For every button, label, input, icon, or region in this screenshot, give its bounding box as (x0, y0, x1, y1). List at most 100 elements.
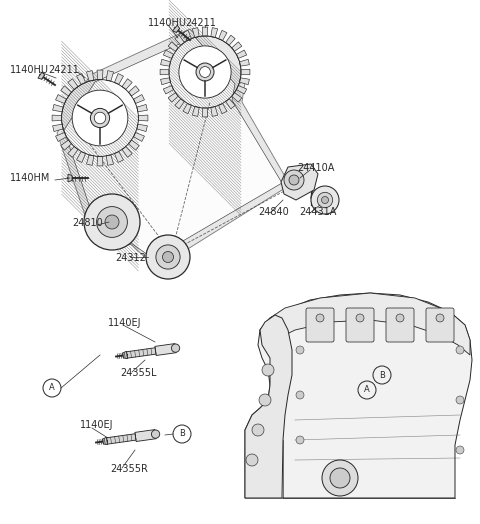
FancyBboxPatch shape (386, 308, 414, 342)
Polygon shape (123, 351, 128, 358)
Circle shape (259, 394, 271, 406)
Polygon shape (241, 69, 250, 75)
Polygon shape (115, 151, 123, 162)
Polygon shape (137, 104, 147, 112)
Polygon shape (226, 99, 235, 109)
Text: 24211: 24211 (185, 18, 216, 28)
Circle shape (96, 206, 127, 237)
Circle shape (163, 252, 173, 263)
Circle shape (330, 468, 350, 488)
FancyBboxPatch shape (346, 308, 374, 342)
Circle shape (456, 346, 464, 354)
Text: 24840: 24840 (258, 207, 289, 217)
Polygon shape (245, 315, 292, 498)
Polygon shape (173, 25, 180, 32)
Polygon shape (103, 437, 108, 445)
Circle shape (456, 446, 464, 454)
Polygon shape (115, 73, 123, 84)
Polygon shape (232, 42, 242, 51)
Text: A: A (364, 386, 370, 395)
Polygon shape (86, 155, 94, 166)
Text: B: B (179, 430, 185, 439)
Circle shape (289, 175, 299, 185)
Polygon shape (122, 79, 132, 90)
Polygon shape (133, 133, 144, 141)
Polygon shape (68, 79, 78, 90)
Polygon shape (237, 85, 247, 94)
Circle shape (436, 314, 444, 322)
FancyBboxPatch shape (306, 308, 334, 342)
Polygon shape (129, 140, 139, 150)
Polygon shape (129, 86, 139, 96)
Circle shape (316, 314, 324, 322)
Polygon shape (260, 293, 470, 355)
Circle shape (252, 424, 264, 436)
Circle shape (146, 235, 190, 279)
Text: 1140HU: 1140HU (148, 18, 187, 28)
Polygon shape (68, 147, 78, 157)
Circle shape (61, 80, 138, 156)
Polygon shape (211, 106, 218, 116)
Polygon shape (122, 147, 132, 157)
Circle shape (171, 344, 180, 352)
Polygon shape (281, 164, 318, 200)
Polygon shape (127, 348, 156, 358)
Polygon shape (137, 124, 147, 132)
Polygon shape (161, 59, 170, 66)
Polygon shape (52, 115, 61, 121)
Circle shape (322, 196, 328, 203)
Circle shape (246, 454, 258, 466)
Text: 1140HU: 1140HU (10, 65, 49, 75)
Polygon shape (175, 35, 184, 45)
Circle shape (94, 112, 106, 124)
Circle shape (84, 194, 140, 250)
Polygon shape (155, 344, 176, 355)
Polygon shape (160, 69, 169, 75)
Polygon shape (133, 94, 144, 104)
Polygon shape (56, 133, 67, 141)
Polygon shape (168, 93, 178, 102)
Polygon shape (163, 50, 174, 58)
Polygon shape (57, 29, 290, 279)
Polygon shape (97, 70, 103, 80)
Text: 1140EJ: 1140EJ (108, 318, 142, 328)
Polygon shape (240, 59, 250, 66)
Polygon shape (202, 27, 208, 36)
Polygon shape (232, 93, 242, 102)
Polygon shape (240, 78, 250, 85)
Polygon shape (192, 106, 199, 116)
Circle shape (200, 67, 210, 78)
Polygon shape (218, 30, 227, 40)
Circle shape (169, 36, 241, 108)
Circle shape (284, 170, 304, 190)
FancyBboxPatch shape (426, 308, 454, 342)
Text: 24810: 24810 (72, 218, 103, 228)
Polygon shape (97, 156, 103, 166)
Circle shape (196, 63, 214, 81)
Circle shape (396, 314, 404, 322)
Circle shape (262, 364, 274, 376)
Polygon shape (211, 28, 218, 37)
Circle shape (296, 391, 304, 399)
Circle shape (322, 460, 358, 496)
Polygon shape (183, 30, 192, 40)
Text: 24312: 24312 (115, 253, 146, 263)
Polygon shape (107, 434, 136, 444)
Circle shape (456, 396, 464, 404)
Text: 24211: 24211 (48, 65, 79, 75)
Polygon shape (161, 78, 170, 85)
Circle shape (105, 215, 119, 229)
Polygon shape (218, 103, 227, 114)
Circle shape (72, 90, 128, 146)
Polygon shape (183, 103, 192, 114)
Polygon shape (68, 174, 72, 182)
Polygon shape (60, 86, 72, 96)
Circle shape (156, 245, 180, 269)
Text: 24355L: 24355L (120, 368, 156, 378)
Polygon shape (192, 28, 199, 37)
Text: 24355R: 24355R (110, 464, 148, 474)
Polygon shape (135, 430, 156, 442)
Polygon shape (202, 108, 208, 117)
Polygon shape (168, 42, 178, 51)
Polygon shape (226, 35, 235, 45)
